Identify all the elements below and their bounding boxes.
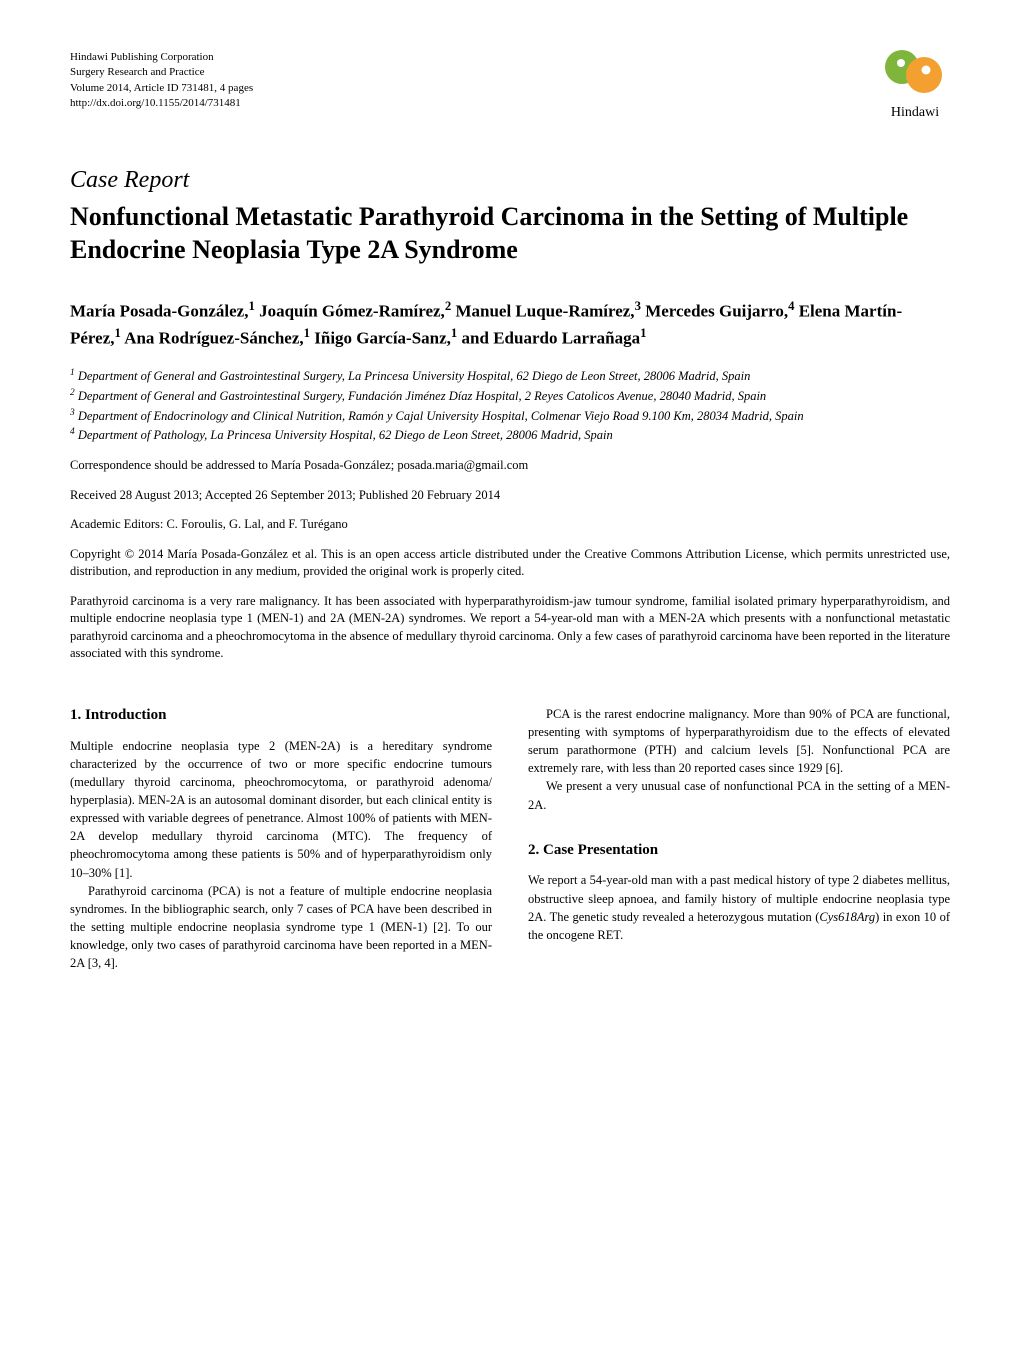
affiliation-1: 1 Department of General and Gastrointest… [70, 366, 950, 386]
body-columns: 1. Introduction Multiple endocrine neopl… [70, 705, 950, 972]
affiliation-2: 2 Department of General and Gastrointest… [70, 386, 950, 406]
publisher-line: Hindawi Publishing Corporation [70, 50, 950, 65]
column-left: 1. Introduction Multiple endocrine neopl… [70, 705, 492, 972]
intro-p2: Parathyroid carcinoma (PCA) is not a fea… [70, 882, 492, 973]
affiliations-block: 1 Department of General and Gastrointest… [70, 366, 950, 446]
hindawi-logo-icon [880, 45, 950, 100]
publisher-logo-text: Hindawi [880, 105, 950, 121]
column-right: PCA is the rarest endocrine malignancy. … [528, 705, 950, 972]
intro-p4: We present a very unusual case of nonfun… [528, 777, 950, 813]
abstract-text: Parathyroid carcinoma is a very rare mal… [70, 593, 950, 663]
publisher-logo: Hindawi [880, 45, 950, 121]
editors-line: Academic Editors: C. Foroulis, G. Lal, a… [70, 516, 950, 534]
volume-line: Volume 2014, Article ID 731481, 4 pages [70, 81, 950, 96]
affiliation-3: 3 Department of Endocrinology and Clinic… [70, 406, 950, 426]
article-title: Nonfunctional Metastatic Parathyroid Car… [70, 200, 950, 268]
correspondence-line: Correspondence should be addressed to Ma… [70, 457, 950, 475]
article-type: Case Report [70, 167, 950, 194]
doi-line: http://dx.doi.org/10.1155/2014/731481 [70, 96, 950, 111]
intro-p3: PCA is the rarest endocrine malignancy. … [528, 705, 950, 778]
header-meta: Hindawi Publishing Corporation Surgery R… [70, 50, 950, 112]
affiliation-4: 4 Department of Pathology, La Princesa U… [70, 425, 950, 445]
copyright-text: Copyright © 2014 María Posada-González e… [70, 546, 950, 581]
case-heading: 2. Case Presentation [528, 840, 950, 862]
journal-line: Surgery Research and Practice [70, 65, 950, 80]
intro-heading: 1. Introduction [70, 705, 492, 727]
dates-line: Received 28 August 2013; Accepted 26 Sep… [70, 487, 950, 505]
case-p1: We report a 54-year-old man with a past … [528, 871, 950, 944]
authors-list: María Posada-González,1 Joaquín Gómez-Ra… [70, 297, 950, 352]
intro-p1: Multiple endocrine neoplasia type 2 (MEN… [70, 737, 492, 882]
